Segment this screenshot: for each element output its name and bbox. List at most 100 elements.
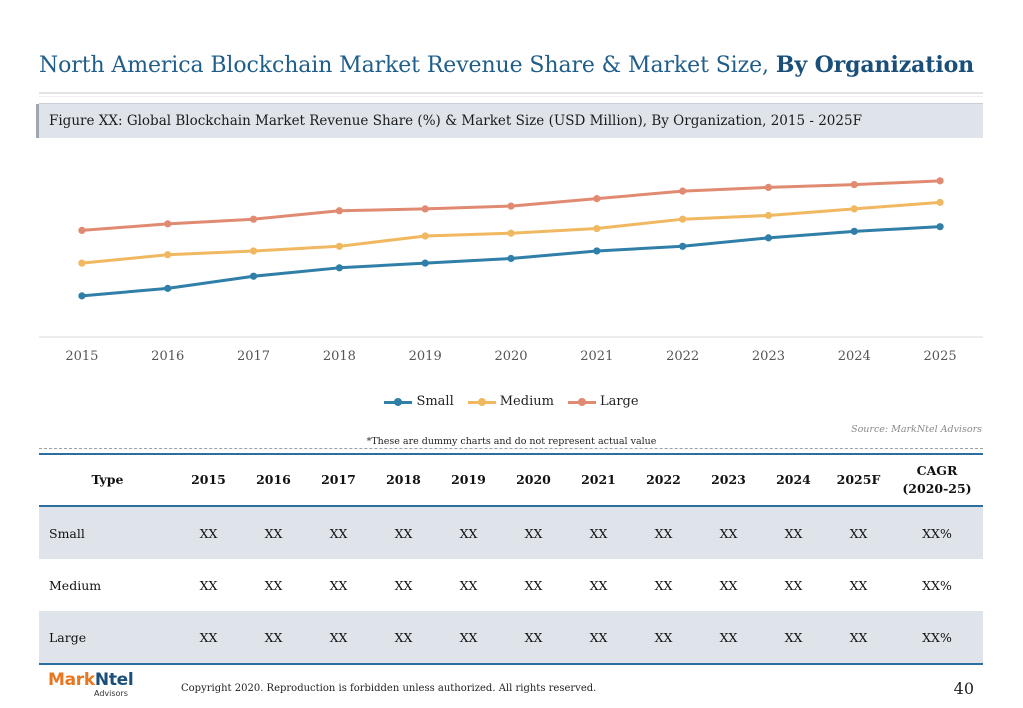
value-cell: XX	[826, 506, 891, 559]
cagr-cell: XX%	[891, 506, 983, 559]
data-table: Type 2015 2016 2017 2018 2019 2020 2021 2022 2023…	[39, 453, 983, 665]
data-point-medium	[78, 259, 86, 267]
value-cell: XX	[719, 577, 738, 593]
legend-swatch	[384, 397, 413, 407]
copyright-text: Copyright 2020. Reproduction is forbidde…	[181, 683, 597, 694]
data-point-large	[78, 226, 86, 235]
x-tick-label: 2019	[409, 349, 442, 364]
value-cell: XX	[199, 577, 218, 593]
value-cell: XX	[826, 611, 891, 665]
logo-text-ntel: Ntel	[94, 670, 134, 690]
legend-swatch	[467, 397, 496, 407]
chart-legend: Small Medium Large	[0, 394, 1023, 409]
table-row: Small XX XX XX XX XX XX XX XX XX XX XX XX%	[39, 506, 983, 559]
value-cell: XX	[241, 506, 306, 559]
value-cell: XX	[264, 577, 283, 593]
cagr-cell: XX%	[922, 577, 952, 593]
value-cell: XX	[436, 506, 501, 559]
figure-caption: Figure XX: Global Blockchain Market Reve…	[49, 113, 862, 129]
value-cell: XX	[501, 506, 566, 559]
data-point-small	[421, 259, 429, 267]
data-point-medium	[679, 215, 687, 223]
dashed-divider	[39, 448, 983, 449]
data-point-medium	[164, 251, 172, 259]
x-tick-label: 2025	[924, 349, 957, 364]
x-tick-label: 2018	[323, 349, 356, 364]
data-point-large	[593, 195, 601, 203]
logo-subtext: Advisors	[94, 689, 128, 698]
disclaimer-note: *These are dummy charts and do not repre…	[366, 436, 657, 447]
value-cell: XX	[371, 611, 436, 665]
value-cell: XX	[696, 611, 761, 665]
page-title-regular: North America Blockchain Market Revenue …	[39, 53, 769, 78]
table-header-type: Type	[39, 453, 176, 507]
value-cell: XX	[654, 577, 673, 593]
logo-text-mark: Mark	[48, 670, 95, 690]
value-cell: XX	[306, 506, 371, 559]
data-point-large	[850, 180, 858, 189]
table-header-year: 2021	[566, 453, 631, 507]
value-cell: XX	[176, 506, 241, 559]
data-point-medium	[593, 224, 601, 233]
data-point-small	[936, 223, 944, 231]
value-cell: XX	[306, 611, 371, 665]
data-point-small	[850, 227, 858, 235]
data-point-large	[936, 177, 944, 185]
row-type-cell: Medium	[49, 577, 102, 593]
table-row: Large XX XX XX XX XX XX XX XX XX XX XX XX%	[39, 611, 983, 665]
page-number: 40	[953, 679, 974, 698]
source-note: Source: MarkNtel Advisors	[851, 424, 982, 435]
data-point-medium	[507, 229, 515, 237]
cagr-cell: XX%	[891, 611, 983, 665]
data-point-small	[249, 272, 258, 280]
figure-caption-banner: Figure XX: Global Blockchain Market Reve…	[39, 104, 983, 138]
page-title: North America Blockchain Market Revenue …	[39, 52, 974, 78]
x-tick-label: 2015	[65, 349, 98, 364]
table-header-row: Type 2015 2016 2017 2018 2019 2020 2021 2022 2023…	[39, 453, 983, 507]
value-cell: XX	[631, 611, 696, 665]
data-point-medium	[335, 242, 343, 250]
value-cell: XX	[696, 506, 761, 559]
value-cell: XX	[394, 577, 413, 593]
marknel-logo: MarkNtel Advisors	[48, 670, 134, 699]
data-point-large	[249, 215, 258, 223]
cagr-header-line2: (2020-25)	[902, 481, 972, 496]
data-point-small	[335, 264, 343, 272]
data-point-large	[164, 220, 172, 228]
row-type-cell: Large	[39, 611, 176, 665]
page-title-bold: By Organization	[775, 52, 975, 78]
data-point-small	[593, 247, 601, 255]
value-cell: XX	[524, 577, 543, 593]
legend-item-large: Large	[567, 394, 639, 409]
data-point-large	[421, 205, 429, 213]
title-divider	[39, 92, 983, 94]
legend-label: Large	[599, 394, 639, 409]
x-tick-label: 2020	[494, 349, 527, 364]
value-cell: XX	[371, 506, 436, 559]
value-cell: XX	[501, 611, 566, 665]
table-header-year: 2024	[761, 453, 826, 507]
value-cell: XX	[459, 577, 478, 593]
data-point-small	[764, 234, 773, 242]
data-point-small	[679, 242, 687, 250]
value-cell: XX	[566, 506, 631, 559]
table-row: Medium XX XX XX XX XX XX XX XX XX XX XX XX%	[39, 559, 983, 611]
x-tick-label: 2016	[151, 349, 184, 364]
value-cell: XX	[761, 506, 826, 559]
value-cell: XX	[761, 611, 826, 665]
value-cell: XX	[784, 577, 803, 593]
table-header-year: 2018	[371, 453, 436, 507]
table-header-year: 2023	[696, 453, 761, 507]
value-cell: XX	[631, 506, 696, 559]
value-cell: XX	[329, 577, 348, 593]
data-point-small	[78, 292, 86, 300]
value-cell: XX	[241, 611, 306, 665]
table-header-year: 2022	[631, 453, 696, 507]
value-cell: XX	[589, 577, 608, 593]
legend-item-medium: Medium	[467, 394, 554, 409]
x-tick-label: 2023	[752, 349, 785, 364]
value-cell: XX	[566, 611, 631, 665]
table-header-cagr: CAGR (2020-25)	[891, 453, 983, 507]
data-point-large	[507, 202, 515, 210]
legend-label: Medium	[499, 394, 554, 409]
